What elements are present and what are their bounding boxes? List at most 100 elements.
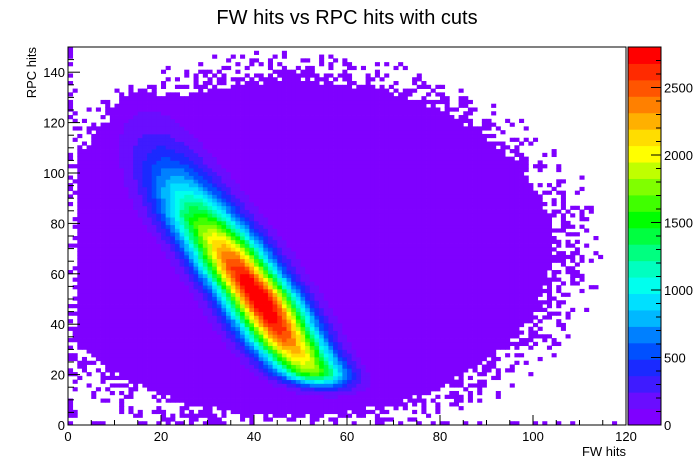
heatmap-cell [267, 398, 273, 403]
heatmap-cell [537, 270, 543, 275]
heatmap-cell [202, 273, 208, 278]
heatmap-cell [184, 368, 190, 373]
heatmap-cell [574, 262, 580, 267]
heatmap-cell [393, 315, 399, 320]
heatmap-cell [337, 292, 343, 297]
heatmap-cell [537, 254, 543, 260]
heatmap-cell [398, 262, 404, 267]
heatmap-cell [467, 228, 473, 233]
heatmap-cell [514, 220, 520, 226]
heatmap-cell [458, 356, 464, 362]
heatmap-cell [481, 330, 487, 335]
heatmap-cell [202, 224, 208, 229]
heatmap-cell [137, 364, 143, 369]
heatmap-cell [91, 334, 97, 339]
heatmap-cell [486, 247, 492, 252]
heatmap-cell [244, 254, 250, 260]
heatmap-cell [212, 288, 218, 294]
heatmap-cell [240, 356, 246, 362]
heatmap-cell [556, 258, 562, 263]
heatmap-cell [226, 273, 232, 278]
heatmap-cell [533, 315, 539, 320]
heatmap-cell [207, 326, 213, 331]
heatmap-cell [235, 273, 241, 278]
heatmap-cell [249, 273, 255, 278]
heatmap-cell [226, 228, 232, 233]
heatmap-cell [398, 394, 404, 399]
heatmap-cell [509, 228, 515, 233]
heatmap-cell [365, 330, 371, 335]
heatmap-cell [291, 273, 297, 278]
heatmap-cell [347, 315, 353, 320]
heatmap-cell [347, 375, 353, 381]
heatmap-cell [402, 387, 408, 392]
heatmap-cell [142, 372, 148, 377]
heatmap-cell [105, 322, 111, 328]
heatmap-cell [365, 266, 371, 271]
heatmap-cell [105, 338, 111, 343]
heatmap-cell [486, 353, 492, 358]
heatmap-cell [235, 277, 241, 282]
heatmap-cell [333, 409, 339, 415]
heatmap-cell [188, 281, 194, 286]
heatmap-cell [579, 224, 585, 229]
heatmap-cell [95, 239, 101, 244]
heatmap-cell [467, 224, 473, 229]
heatmap-cell [161, 236, 167, 241]
heatmap-cell [342, 330, 348, 335]
heatmap-cell [463, 338, 469, 343]
heatmap-cell [351, 239, 357, 244]
heatmap-cell [356, 409, 362, 415]
heatmap-cell [72, 224, 78, 229]
heatmap-cell [514, 296, 520, 301]
heatmap-cell [295, 247, 301, 252]
heatmap-cell [560, 322, 566, 328]
heatmap-cell [486, 364, 492, 369]
heatmap-cell [68, 402, 74, 407]
heatmap-cell [198, 251, 204, 256]
heatmap-cell [235, 383, 241, 388]
heatmap-cell [365, 281, 371, 286]
heatmap-cell [258, 262, 264, 267]
heatmap-cell [365, 341, 371, 347]
heatmap-cell [244, 239, 250, 244]
heatmap-cell [514, 281, 520, 286]
heatmap-cell [337, 304, 343, 309]
heatmap-cell [212, 345, 218, 350]
heatmap-cell [267, 251, 273, 256]
heatmap-cell [546, 236, 552, 241]
heatmap-cell [528, 281, 534, 286]
heatmap-cell [384, 356, 390, 362]
heatmap-cell [370, 300, 376, 305]
heatmap-cell [277, 251, 283, 256]
heatmap-cell [119, 356, 125, 362]
heatmap-cell [156, 356, 162, 362]
heatmap-cell [528, 292, 534, 297]
heatmap-cell [147, 281, 153, 286]
heatmap-cell [360, 356, 366, 362]
heatmap-cell [286, 383, 292, 388]
heatmap-cell [295, 322, 301, 328]
heatmap-cell [319, 394, 325, 399]
heatmap-cell [128, 285, 134, 290]
heatmap-cell [477, 334, 483, 339]
heatmap-cell [221, 224, 227, 229]
heatmap-cell [235, 349, 241, 354]
heatmap-cell [430, 266, 436, 271]
heatmap-cell [267, 315, 273, 320]
heatmap-cell [72, 330, 78, 335]
heatmap-cell [328, 406, 334, 411]
heatmap-cell [188, 300, 194, 305]
heatmap-cell [170, 228, 176, 233]
heatmap-cell [235, 300, 241, 305]
heatmap-cell [174, 281, 180, 286]
heatmap-cell [374, 360, 380, 365]
heatmap-cell [347, 243, 353, 248]
heatmap-cell [137, 228, 143, 233]
heatmap-cell [347, 330, 353, 335]
heatmap-cell [174, 277, 180, 282]
heatmap-cell [91, 288, 97, 294]
heatmap-cell [286, 266, 292, 271]
heatmap-cell [81, 239, 87, 244]
heatmap-cell [202, 304, 208, 309]
